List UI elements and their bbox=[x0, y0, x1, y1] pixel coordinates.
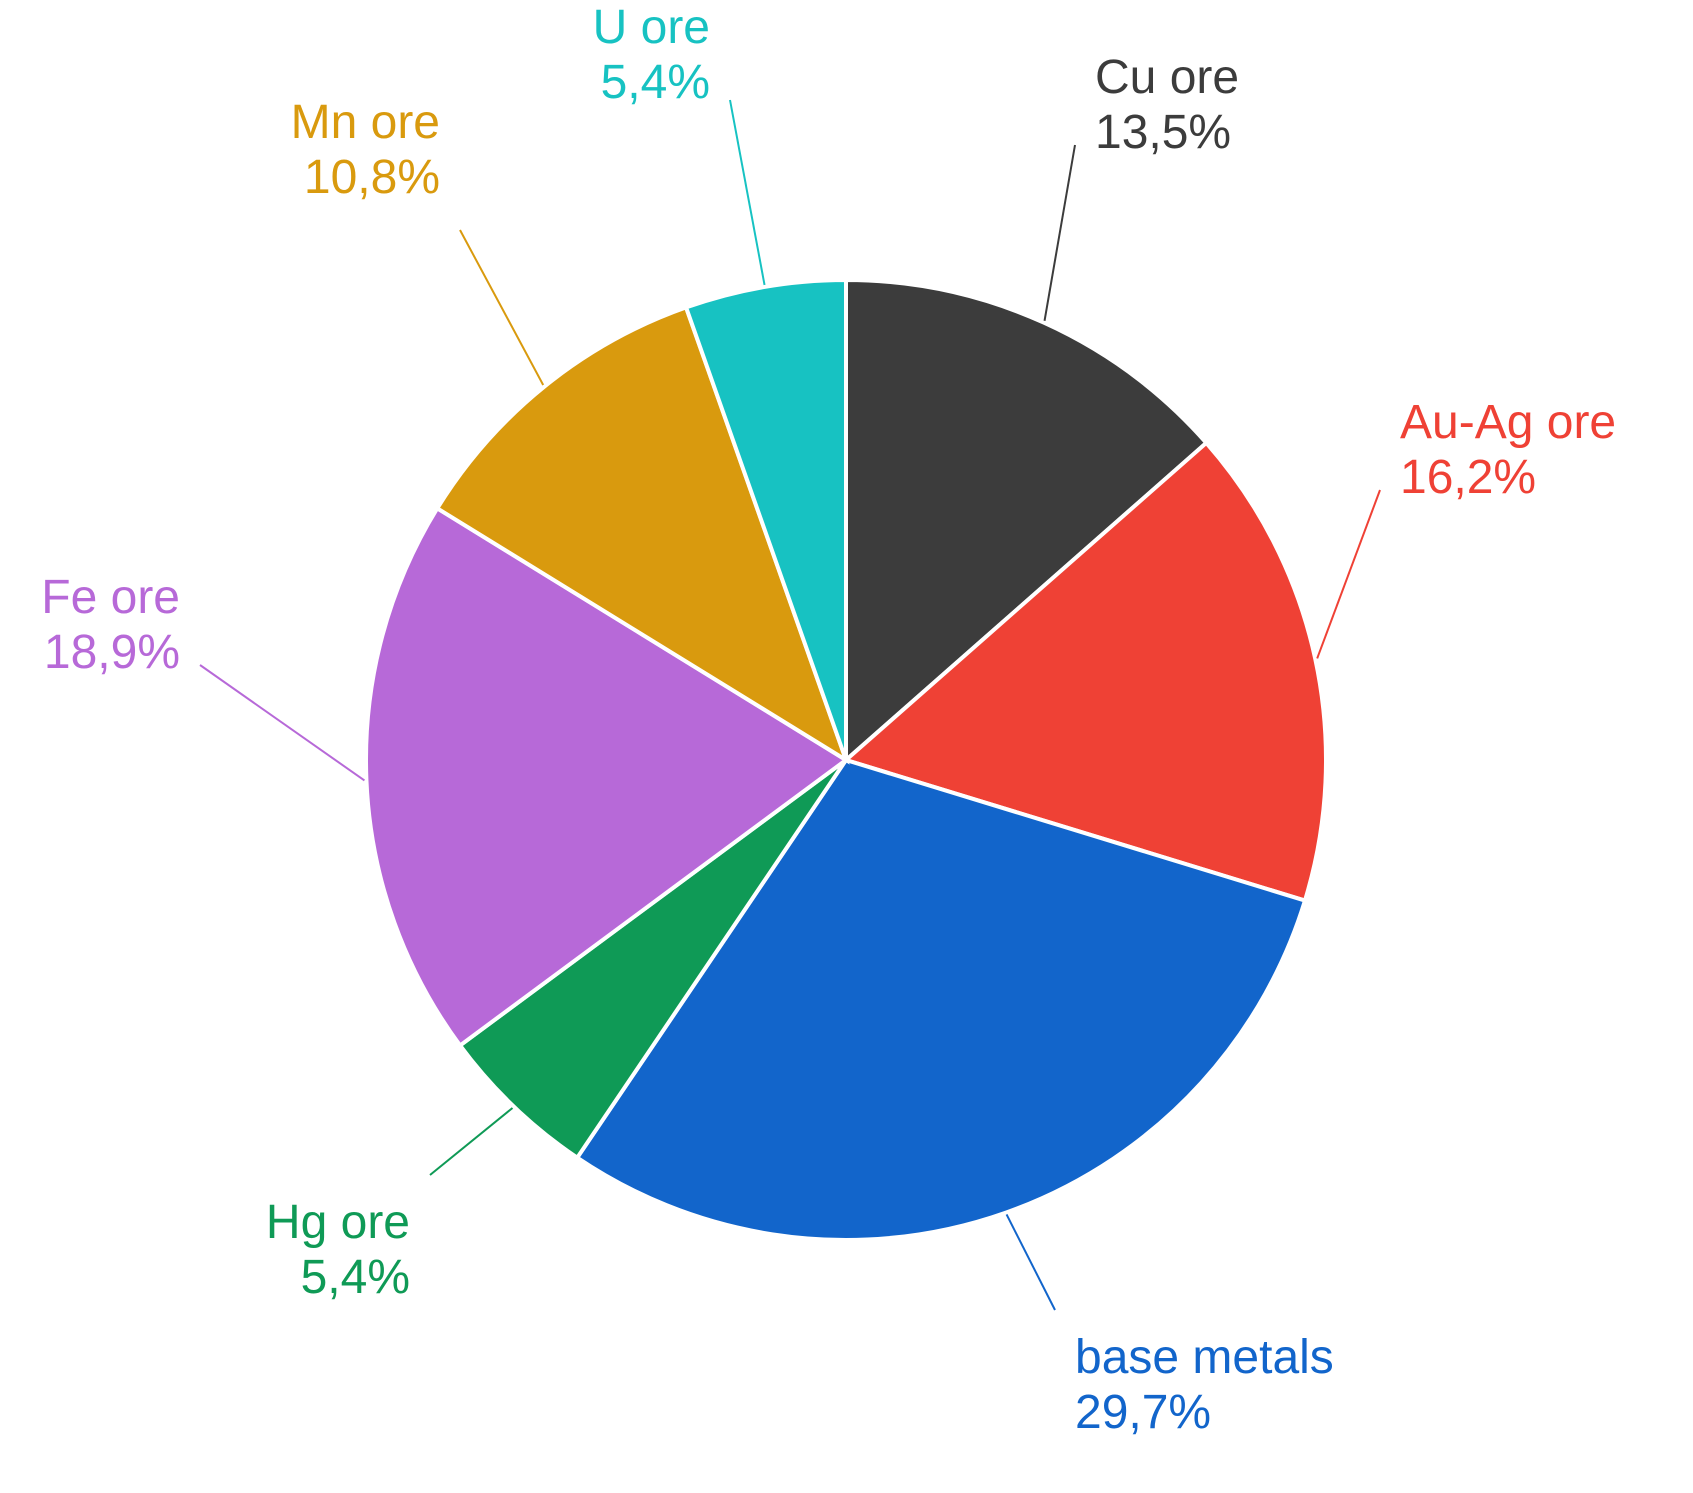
pie-slices bbox=[366, 280, 1326, 1240]
slice-label-name: Mn ore bbox=[291, 95, 440, 150]
slice-label-mn-ore: Mn ore10,8% bbox=[291, 95, 440, 205]
leader-line-mn-ore bbox=[460, 230, 543, 385]
leader-line-base-metals bbox=[1007, 1214, 1055, 1310]
leader-line-u-ore bbox=[730, 100, 765, 285]
slice-label-name: U ore bbox=[593, 0, 710, 55]
leader-line-hg-ore bbox=[430, 1108, 512, 1175]
slice-label-fe-ore: Fe ore18,9% bbox=[41, 570, 180, 680]
slice-label-value: 18,9% bbox=[41, 625, 180, 680]
slice-label-au-ag-ore: Au-Ag ore16,2% bbox=[1400, 395, 1616, 505]
slice-label-name: Cu ore bbox=[1095, 50, 1239, 105]
slice-label-name: Fe ore bbox=[41, 570, 180, 625]
pie-svg bbox=[0, 0, 1693, 1493]
leader-line-fe-ore bbox=[200, 665, 364, 780]
slice-label-value: 5,4% bbox=[266, 1250, 410, 1305]
leader-line-au-ag-ore bbox=[1317, 490, 1380, 658]
slice-label-hg-ore: Hg ore5,4% bbox=[266, 1195, 410, 1305]
slice-label-cu-ore: Cu ore13,5% bbox=[1095, 50, 1239, 160]
slice-label-value: 13,5% bbox=[1095, 105, 1239, 160]
slice-label-name: Hg ore bbox=[266, 1195, 410, 1250]
slice-label-value: 16,2% bbox=[1400, 450, 1616, 505]
slice-label-name: base metals bbox=[1075, 1330, 1334, 1385]
slice-label-u-ore: U ore5,4% bbox=[593, 0, 710, 110]
slice-label-base-metals: base metals29,7% bbox=[1075, 1330, 1334, 1440]
slice-label-value: 10,8% bbox=[291, 150, 440, 205]
slice-label-value: 5,4% bbox=[593, 55, 710, 110]
pie-chart: Cu ore13,5% Au-Ag ore16,2% base metals29,7… bbox=[0, 0, 1693, 1493]
slice-label-value: 29,7% bbox=[1075, 1385, 1334, 1440]
slice-label-name: Au-Ag ore bbox=[1400, 395, 1616, 450]
leader-line-cu-ore bbox=[1045, 145, 1075, 321]
